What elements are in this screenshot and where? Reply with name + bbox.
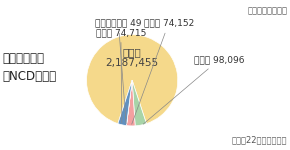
- Text: （平成22年度末現在）: （平成22年度末現在）: [232, 135, 287, 144]
- Wedge shape: [118, 80, 132, 126]
- Wedge shape: [126, 80, 132, 126]
- Text: （単位：百万円）: （単位：百万円）: [247, 6, 287, 15]
- Wedge shape: [126, 80, 135, 126]
- Text: 地公体 74,152: 地公体 74,152: [132, 19, 194, 124]
- Wedge shape: [132, 80, 146, 126]
- Wedge shape: [86, 35, 178, 124]
- Text: 准会員 74,715: 准会員 74,715: [96, 28, 146, 123]
- Text: 【貯金残高】
（NCD含む）: 【貯金残高】 （NCD含む）: [3, 52, 57, 83]
- Text: 会員の組合員 49: 会員の組合員 49: [95, 19, 142, 124]
- Text: 正会員
2,187,455: 正会員 2,187,455: [106, 47, 159, 68]
- Text: その他 98,096: その他 98,096: [143, 55, 244, 124]
